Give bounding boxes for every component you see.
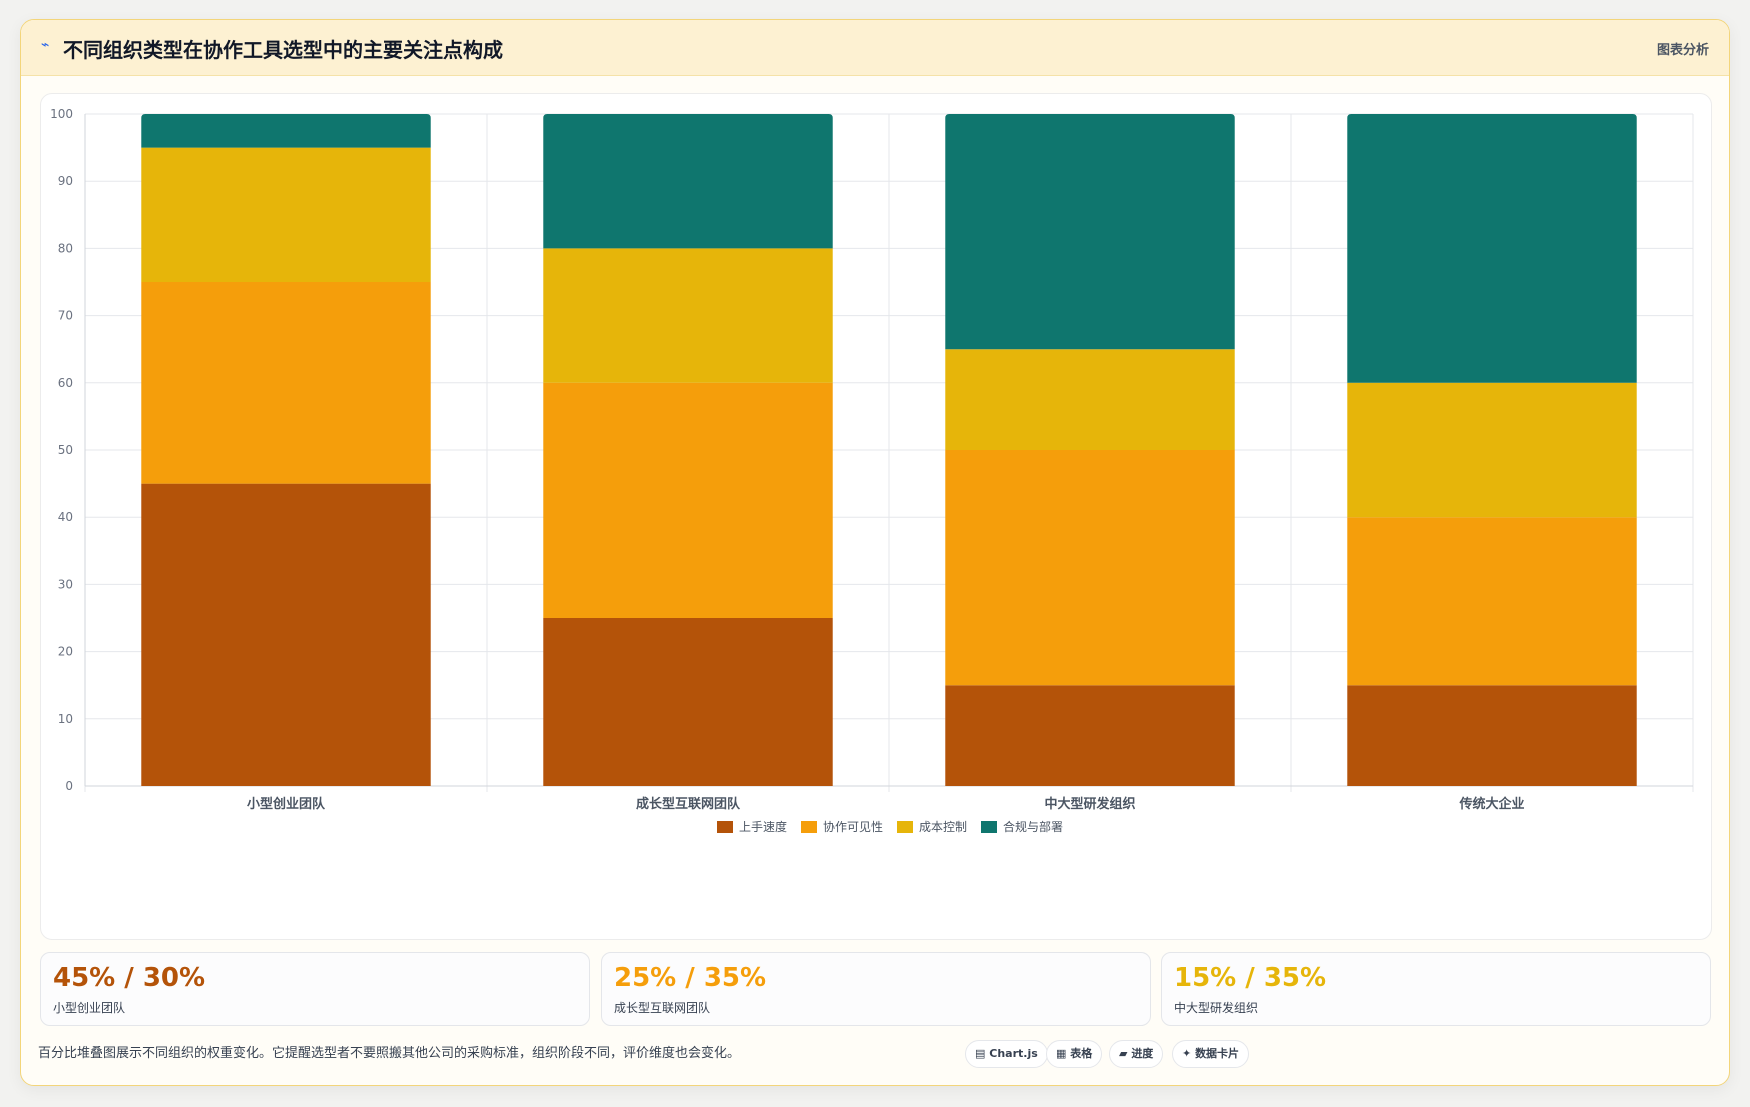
legend-swatch [981, 821, 997, 833]
bar-segment [141, 483, 431, 786]
card-icon: ✦ [1182, 1047, 1192, 1060]
legend-swatch [801, 821, 817, 833]
legend-swatch [717, 821, 733, 833]
bar-segment [945, 685, 1235, 786]
stat-card-2: 25% / 35% 成长型互联网团队 [601, 952, 1151, 1026]
bar-segment [1347, 382, 1637, 518]
stacked-bar-chart: 0 10 20 30 40 50 60 70 80 90 100 小型创业团队 成长型互联网团队 中大型研… [50, 107, 1694, 834]
chip-table[interactable]: ▦ 表格 [1046, 1040, 1103, 1068]
chart-card: ⌁ 不同组织类型在协作工具选型中的主要关注点构成 图表分析 0 10 20 30 40 5… [20, 19, 1730, 1086]
y-tick-label: 60 [58, 376, 73, 390]
chip-label: 进度 [1131, 1047, 1154, 1060]
bar-segment [1347, 685, 1637, 786]
trend-icon: ⌁ [41, 37, 50, 53]
bar-segment [1347, 517, 1637, 686]
stat-card-1: 45% / 30% 小型创业团队 [40, 952, 590, 1026]
bar-segment [543, 382, 833, 618]
stat-cards: 45% / 30% 小型创业团队 25% / 35% 成长型互联网团队 15% … [40, 952, 1712, 1026]
bar-segment [945, 450, 1235, 686]
stat-label: 中大型研发组织 [1174, 1001, 1259, 1015]
chart-panel: 0 10 20 30 40 50 60 70 80 90 100 小型创业团队 成长型互联网团队 中大型研… [40, 93, 1712, 940]
stat-value: 25% / 35% [614, 963, 767, 993]
bar-segment [141, 147, 431, 282]
y-tick-label: 50 [58, 443, 73, 457]
chart-title: 不同组织类型在协作工具选型中的主要关注点构成 [63, 38, 503, 62]
x-tick-label: 中大型研发组织 [1044, 796, 1135, 812]
y-tick-label: 30 [58, 577, 73, 591]
stat-value: 15% / 35% [1174, 963, 1327, 993]
y-tick-label: 90 [58, 174, 73, 188]
chip-progress[interactable]: ▰ 进度 [1109, 1040, 1164, 1068]
y-tick-label: 10 [58, 712, 73, 726]
y-tick-label: 100 [50, 107, 73, 121]
y-tick-label: 40 [58, 510, 73, 524]
stat-card-3: 15% / 35% 中大型研发组织 [1161, 952, 1711, 1026]
y-tick-label: 20 [58, 645, 73, 659]
y-tick-label: 0 [65, 779, 73, 793]
progress-icon: ▰ [1119, 1047, 1128, 1060]
card-header: ⌁ 不同组织类型在协作工具选型中的主要关注点构成 图表分析 [21, 20, 1729, 76]
bar-segment [543, 618, 833, 786]
bar-segment [945, 114, 1235, 350]
bar-segment [141, 114, 431, 148]
y-tick-label: 70 [58, 309, 73, 323]
table-icon: ▦ [1056, 1047, 1067, 1060]
x-tick-label: 小型创业团队 [247, 796, 326, 812]
x-tick-label: 成长型互联网团队 [636, 796, 741, 812]
legend-label: 合规与部署 [1003, 819, 1063, 834]
legend-label: 上手速度 [739, 819, 787, 834]
chart-icon: ▤ [975, 1047, 986, 1060]
chip-data-card[interactable]: ✦ 数据卡片 [1172, 1040, 1250, 1068]
chip-chartjs[interactable]: ▤ Chart.js [965, 1040, 1048, 1068]
stat-label: 成长型互联网团队 [614, 1001, 711, 1015]
bar-segment [543, 114, 833, 249]
legend-label: 成本控制 [919, 820, 967, 834]
y-tick-label: 80 [58, 241, 73, 255]
bar-segment [543, 248, 833, 383]
legend-swatch [897, 821, 913, 833]
bar-segment [1347, 114, 1637, 383]
stat-value: 45% / 30% [53, 963, 206, 993]
chip-label: Chart.js [989, 1047, 1038, 1060]
chip-label: 数据卡片 [1195, 1047, 1240, 1060]
bar-segment [141, 282, 431, 484]
chart-tag: 图表分析 [1656, 43, 1709, 58]
chip-label: 表格 [1070, 1047, 1093, 1060]
x-tick-label: 传统大企业 [1458, 796, 1524, 812]
legend-label: 协作可见性 [823, 819, 883, 834]
stat-label: 小型创业团队 [53, 1001, 126, 1015]
chart-footnote: 百分比堆叠图展示不同组织的权重变化。它提醒选型者不要照搬其他公司的采购标准，组织… [38, 1046, 741, 1061]
bar-segment [945, 349, 1235, 450]
